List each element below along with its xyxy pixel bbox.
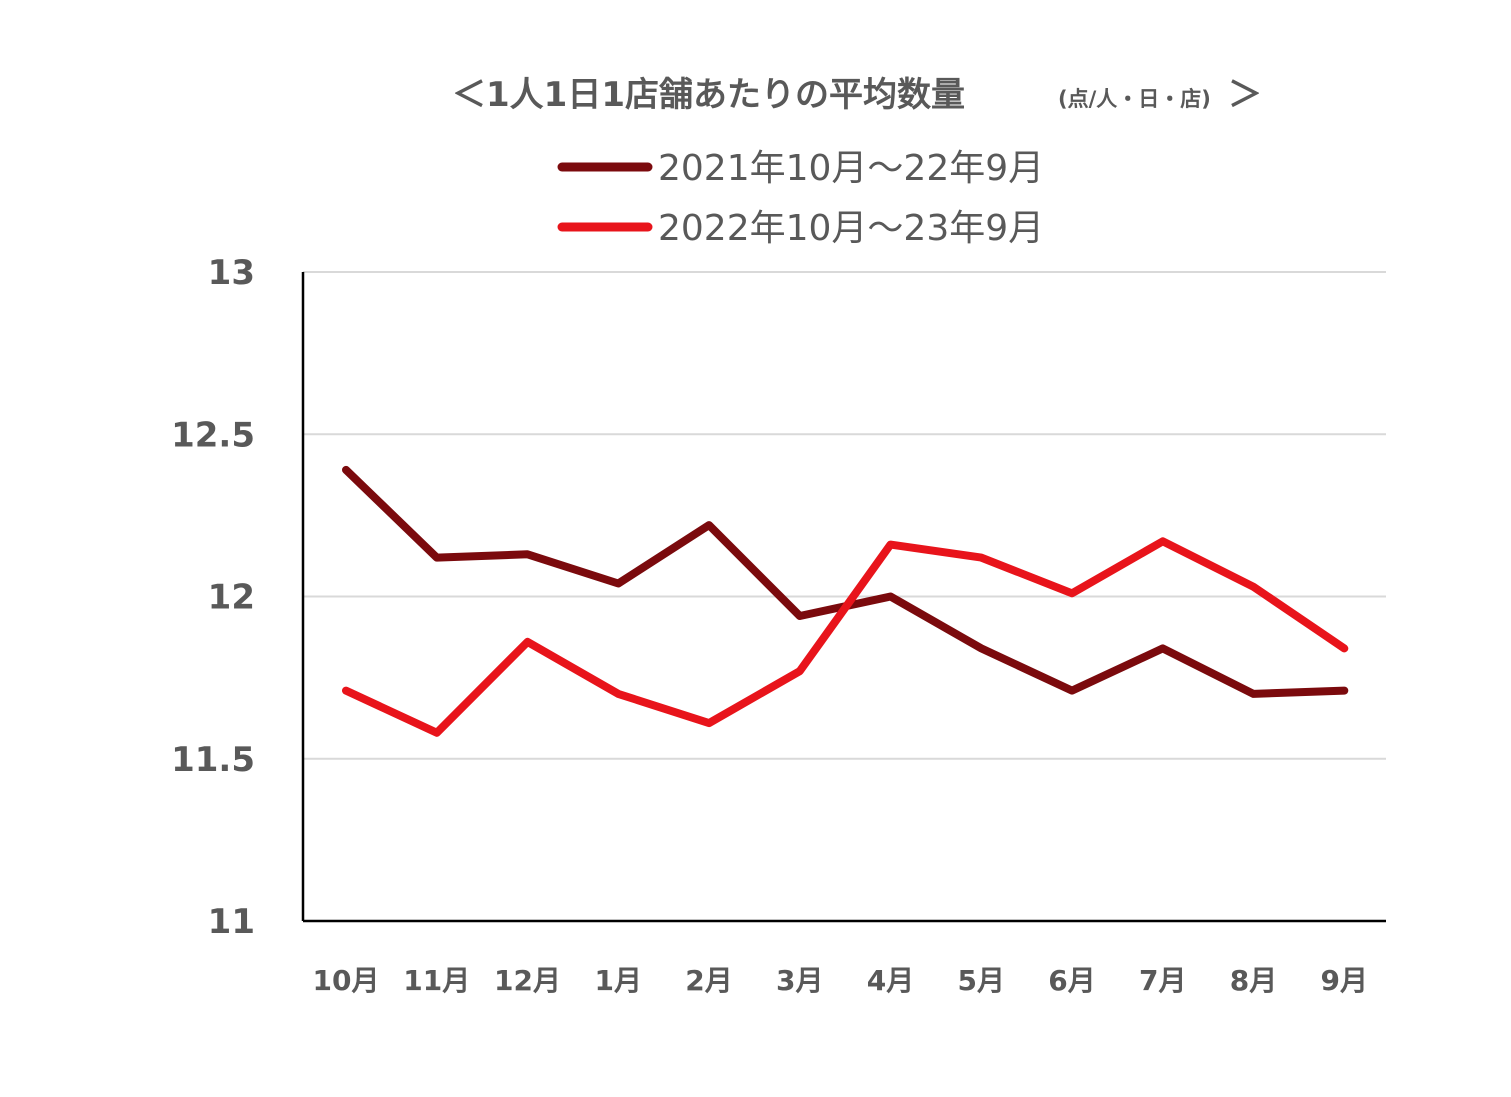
x-tick-label: 7月	[1139, 964, 1186, 997]
series-line-1	[342, 465, 1349, 698]
gridlines	[303, 271, 1386, 760]
y-tick-label: 11.5	[171, 740, 255, 780]
chart-title-unit: (点/人・日・店)	[1058, 87, 1211, 111]
y-axis-ticks: 11 11.5 12 12.5 13	[171, 253, 255, 942]
x-tick-label: 1月	[595, 964, 642, 997]
x-tick-label: 6月	[1048, 964, 1095, 997]
y-tick-label: 13	[208, 253, 255, 293]
series-line-2	[342, 537, 1349, 737]
chart-title-main: ＜1人1日1店舗あたりの平均数量	[452, 75, 965, 115]
chart-title-close: ＞	[1228, 75, 1262, 115]
y-tick-label: 12.5	[171, 415, 255, 455]
series-lines	[342, 465, 1349, 737]
legend-label-2: 2022年10月～23年9月	[658, 208, 1044, 249]
x-tick-label: 11月	[403, 964, 470, 997]
x-tick-label: 12月	[494, 964, 561, 997]
y-tick-label: 12	[208, 578, 255, 618]
legend-label-1: 2021年10月～22年9月	[658, 148, 1044, 189]
x-tick-label: 3月	[776, 964, 823, 997]
x-axis-ticks: 10月 11月 12月 1月 2月 3月 4月 5月 6月 7月 8月 9月	[313, 964, 1368, 997]
x-tick-label: 9月	[1321, 964, 1368, 997]
x-tick-label: 8月	[1230, 964, 1277, 997]
legend: 2021年10月～22年9月 2022年10月～23年9月	[557, 148, 1044, 249]
chart-title: ＜1人1日1店舗あたりの平均数量 (点/人・日・店) ＞	[452, 75, 1262, 115]
axes	[301, 272, 1386, 923]
x-tick-label: 5月	[958, 964, 1005, 997]
x-tick-label: 2月	[685, 964, 732, 997]
x-tick-label: 10月	[313, 964, 380, 997]
x-tick-label: 4月	[867, 964, 914, 997]
y-tick-label: 11	[208, 902, 255, 942]
